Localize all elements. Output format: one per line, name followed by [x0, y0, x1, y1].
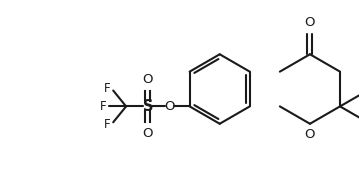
Text: F: F [104, 82, 110, 95]
Text: F: F [104, 118, 110, 131]
Text: S: S [143, 99, 153, 114]
Text: O: O [143, 72, 153, 86]
Text: O: O [143, 127, 153, 140]
Text: O: O [305, 128, 315, 141]
Text: O: O [165, 100, 175, 113]
Text: F: F [100, 100, 106, 113]
Text: O: O [305, 17, 315, 29]
